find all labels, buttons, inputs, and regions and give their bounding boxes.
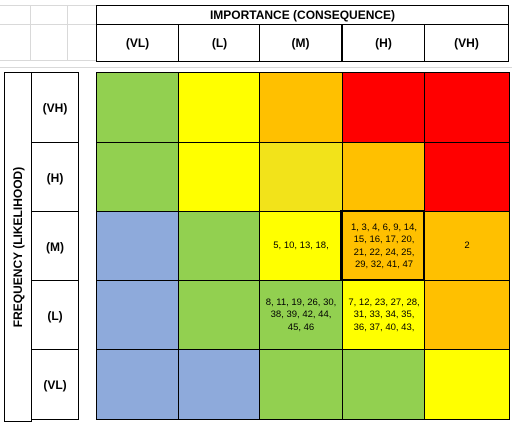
column-header: (VH) xyxy=(424,24,509,62)
column-header: (L) xyxy=(178,24,261,62)
y-axis-title: FREQUENCY (LIKELIHOOD) xyxy=(11,166,25,328)
row-header: (VL) xyxy=(31,349,79,420)
matrix-cell: 1, 3, 4, 6, 9, 14, 15, 16, 17, 20, 21, 2… xyxy=(342,211,426,282)
matrix-cell xyxy=(96,211,180,282)
x-axis-title-text: IMPORTANCE (CONSEQUENCE) xyxy=(209,8,396,22)
matrix-cell: 8, 11, 19, 26, 30, 38, 39, 42, 44, 45, 4… xyxy=(259,280,343,351)
gridline xyxy=(0,24,96,25)
matrix-cell xyxy=(178,280,262,351)
matrix-cell xyxy=(96,349,180,420)
matrix-cell xyxy=(96,142,180,213)
row-header: (H) xyxy=(31,142,79,213)
matrix-cell xyxy=(178,349,262,420)
cell-items: 5, 10, 13, 18, xyxy=(273,240,329,252)
matrix-cell xyxy=(342,72,426,143)
matrix-cell xyxy=(424,142,510,213)
matrix-cell xyxy=(178,211,262,282)
cell-items: 1, 3, 4, 6, 9, 14, 15, 16, 17, 20, 21, 2… xyxy=(350,221,418,271)
matrix-cell xyxy=(259,142,343,213)
gridline xyxy=(0,60,96,61)
row-header: (VH) xyxy=(31,72,79,143)
matrix-cell: 2 xyxy=(424,211,510,282)
matrix-cell xyxy=(259,349,343,420)
gridline xyxy=(67,5,68,61)
matrix-cell xyxy=(96,280,180,351)
cell-items: 2 xyxy=(464,240,470,252)
row-header: (L) xyxy=(31,280,79,351)
matrix-cell xyxy=(424,280,510,351)
cell-items: 8, 11, 19, 26, 30, 38, 39, 42, 44, 45, 4… xyxy=(265,296,337,333)
matrix-cell xyxy=(424,349,510,420)
x-axis-title: IMPORTANCE (CONSEQUENCE) xyxy=(96,5,509,25)
column-header: (VL) xyxy=(96,24,179,62)
gridline xyxy=(0,67,512,68)
row-header: (M) xyxy=(31,211,79,282)
matrix-cell xyxy=(424,72,510,143)
matrix-cell xyxy=(342,142,426,213)
matrix-cell: 7, 12, 23, 27, 28, 31, 33, 34, 35, 36, 3… xyxy=(342,280,426,351)
gridline xyxy=(0,5,96,6)
cell-items: 7, 12, 23, 27, 28, 31, 33, 34, 35, 36, 3… xyxy=(348,296,420,333)
matrix-cell xyxy=(96,72,180,143)
matrix-cell xyxy=(178,142,262,213)
matrix-cell xyxy=(259,72,343,143)
matrix-cell xyxy=(178,72,262,143)
gridline xyxy=(30,5,31,61)
matrix-cell xyxy=(342,349,426,420)
column-header: (M) xyxy=(259,24,342,62)
column-header: (H) xyxy=(342,24,425,62)
matrix-cell: 5, 10, 13, 18, xyxy=(259,211,343,282)
